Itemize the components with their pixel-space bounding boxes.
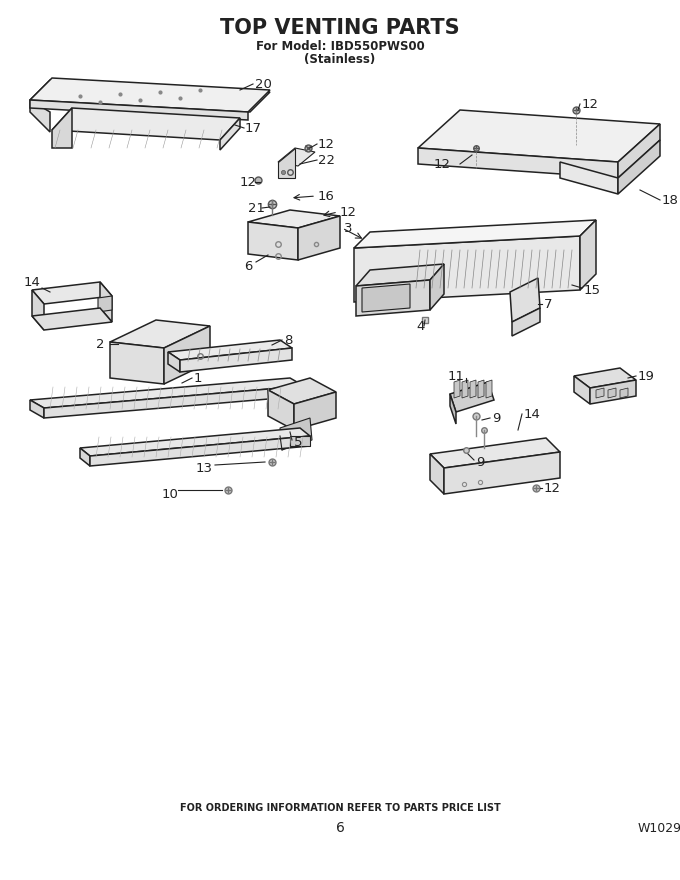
Text: 5: 5 — [294, 436, 303, 449]
Polygon shape — [590, 380, 636, 404]
Polygon shape — [280, 418, 312, 450]
Polygon shape — [110, 320, 210, 348]
Polygon shape — [80, 448, 90, 466]
Text: 1: 1 — [194, 371, 203, 385]
Polygon shape — [90, 436, 310, 466]
Text: 8: 8 — [284, 334, 292, 347]
Polygon shape — [430, 454, 444, 494]
Polygon shape — [290, 436, 310, 446]
Polygon shape — [574, 368, 636, 388]
Polygon shape — [52, 108, 72, 148]
Polygon shape — [362, 284, 410, 312]
Text: 13: 13 — [196, 461, 213, 474]
Polygon shape — [32, 290, 44, 330]
Text: 9: 9 — [476, 456, 484, 468]
Polygon shape — [486, 380, 492, 398]
Text: 12: 12 — [582, 98, 599, 111]
Text: 21: 21 — [248, 202, 265, 215]
Polygon shape — [110, 342, 164, 384]
Text: 15: 15 — [584, 283, 601, 297]
Text: 19: 19 — [638, 370, 655, 383]
Polygon shape — [510, 278, 540, 322]
Text: For Model: IBD550PWS00: For Model: IBD550PWS00 — [256, 40, 424, 53]
Polygon shape — [356, 280, 430, 316]
Polygon shape — [30, 400, 44, 418]
Polygon shape — [30, 378, 304, 408]
Polygon shape — [618, 140, 660, 194]
Text: 6: 6 — [244, 260, 252, 273]
Polygon shape — [168, 352, 180, 372]
Polygon shape — [354, 220, 596, 248]
Polygon shape — [574, 376, 590, 404]
Polygon shape — [180, 348, 292, 372]
Text: W10291021: W10291021 — [638, 822, 680, 834]
Polygon shape — [418, 148, 618, 178]
Polygon shape — [512, 308, 540, 336]
Polygon shape — [298, 216, 340, 260]
Polygon shape — [32, 282, 112, 304]
Text: 17: 17 — [245, 121, 262, 135]
Polygon shape — [470, 380, 476, 398]
Text: 14: 14 — [24, 275, 41, 289]
Text: 10: 10 — [162, 488, 179, 501]
Text: 22: 22 — [318, 153, 335, 166]
Polygon shape — [52, 108, 240, 140]
Text: FOR ORDERING INFORMATION REFER TO PARTS PRICE LIST: FOR ORDERING INFORMATION REFER TO PARTS … — [180, 803, 500, 813]
Text: 12: 12 — [544, 481, 561, 495]
Text: 7: 7 — [544, 297, 552, 311]
Polygon shape — [30, 80, 270, 112]
Polygon shape — [164, 326, 210, 384]
Text: 12: 12 — [318, 137, 335, 150]
Polygon shape — [30, 78, 270, 112]
Polygon shape — [418, 110, 660, 162]
Text: 11: 11 — [448, 370, 465, 383]
Polygon shape — [620, 388, 628, 398]
Polygon shape — [608, 388, 616, 398]
Polygon shape — [454, 380, 460, 398]
Text: (Stainless): (Stainless) — [305, 54, 375, 67]
Polygon shape — [560, 162, 618, 194]
Polygon shape — [450, 394, 456, 424]
Polygon shape — [430, 264, 444, 310]
Polygon shape — [30, 100, 50, 132]
Polygon shape — [430, 438, 560, 468]
Polygon shape — [248, 222, 298, 260]
Polygon shape — [294, 392, 336, 430]
Text: 16: 16 — [318, 189, 335, 202]
Polygon shape — [168, 340, 292, 360]
Text: 4: 4 — [416, 319, 424, 333]
Text: TOP VENTING PARTS: TOP VENTING PARTS — [220, 18, 460, 38]
Polygon shape — [596, 388, 604, 398]
Polygon shape — [80, 428, 310, 456]
Polygon shape — [478, 380, 484, 398]
Text: 20: 20 — [255, 77, 272, 91]
Text: 12: 12 — [434, 158, 451, 171]
Polygon shape — [462, 380, 468, 398]
Polygon shape — [278, 148, 295, 178]
Text: 3: 3 — [344, 222, 352, 234]
Text: 2: 2 — [96, 338, 105, 350]
Polygon shape — [444, 452, 560, 494]
Polygon shape — [30, 100, 248, 120]
Polygon shape — [220, 118, 240, 150]
Polygon shape — [98, 296, 112, 312]
Polygon shape — [100, 282, 112, 322]
Polygon shape — [450, 382, 494, 412]
Text: 6: 6 — [335, 821, 345, 835]
Polygon shape — [618, 124, 660, 178]
Polygon shape — [268, 378, 336, 404]
Polygon shape — [356, 264, 444, 286]
Polygon shape — [268, 390, 294, 430]
Polygon shape — [44, 386, 304, 418]
Polygon shape — [32, 308, 112, 330]
Polygon shape — [278, 148, 315, 166]
Polygon shape — [354, 236, 580, 302]
Polygon shape — [248, 210, 340, 228]
Text: 12: 12 — [240, 175, 257, 188]
Polygon shape — [580, 220, 596, 290]
Text: 14: 14 — [524, 407, 541, 421]
Text: 12: 12 — [340, 206, 357, 218]
Text: 18: 18 — [662, 194, 679, 207]
Text: 9: 9 — [492, 412, 500, 424]
